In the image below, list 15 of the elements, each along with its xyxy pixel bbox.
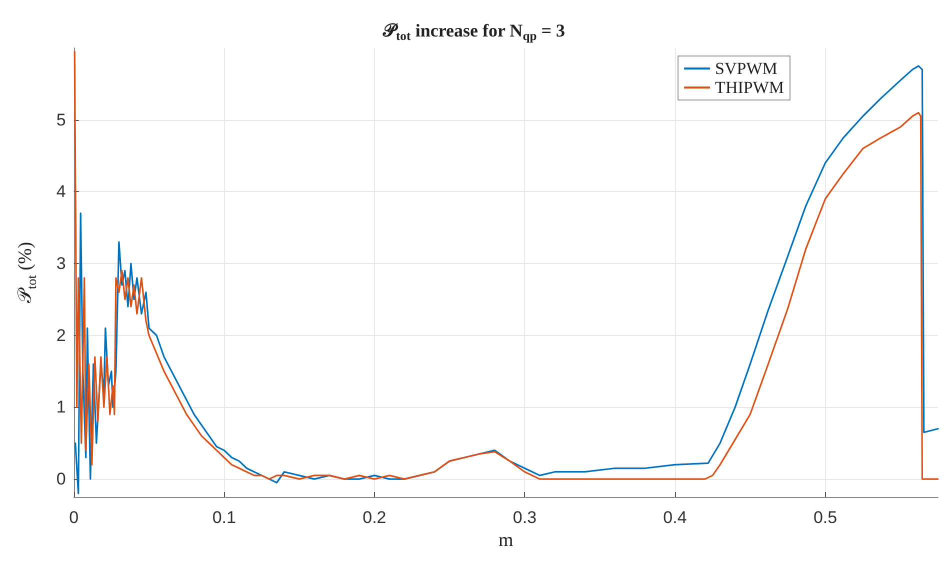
legend-label: SVPWM [715, 59, 778, 78]
y-tick-label: 4 [56, 182, 66, 202]
x-tick-label: 0.4 [663, 508, 687, 527]
x-tick-label: 0.5 [813, 508, 838, 527]
x-tick-label: 0.3 [512, 508, 537, 527]
y-tick-label: 1 [56, 398, 66, 417]
x-tick-label: 0.1 [212, 508, 236, 527]
y-tick-label: 3 [56, 254, 66, 274]
x-tick-label: 0 [69, 508, 79, 527]
x-axis-title: m [498, 530, 514, 551]
y-tick-label: 2 [56, 326, 66, 345]
y-tick-label: 0 [56, 470, 66, 489]
x-tick-label: 0.2 [362, 508, 386, 527]
y-tick-label: 5 [56, 110, 66, 130]
legend-label: THIPWM [715, 78, 784, 97]
